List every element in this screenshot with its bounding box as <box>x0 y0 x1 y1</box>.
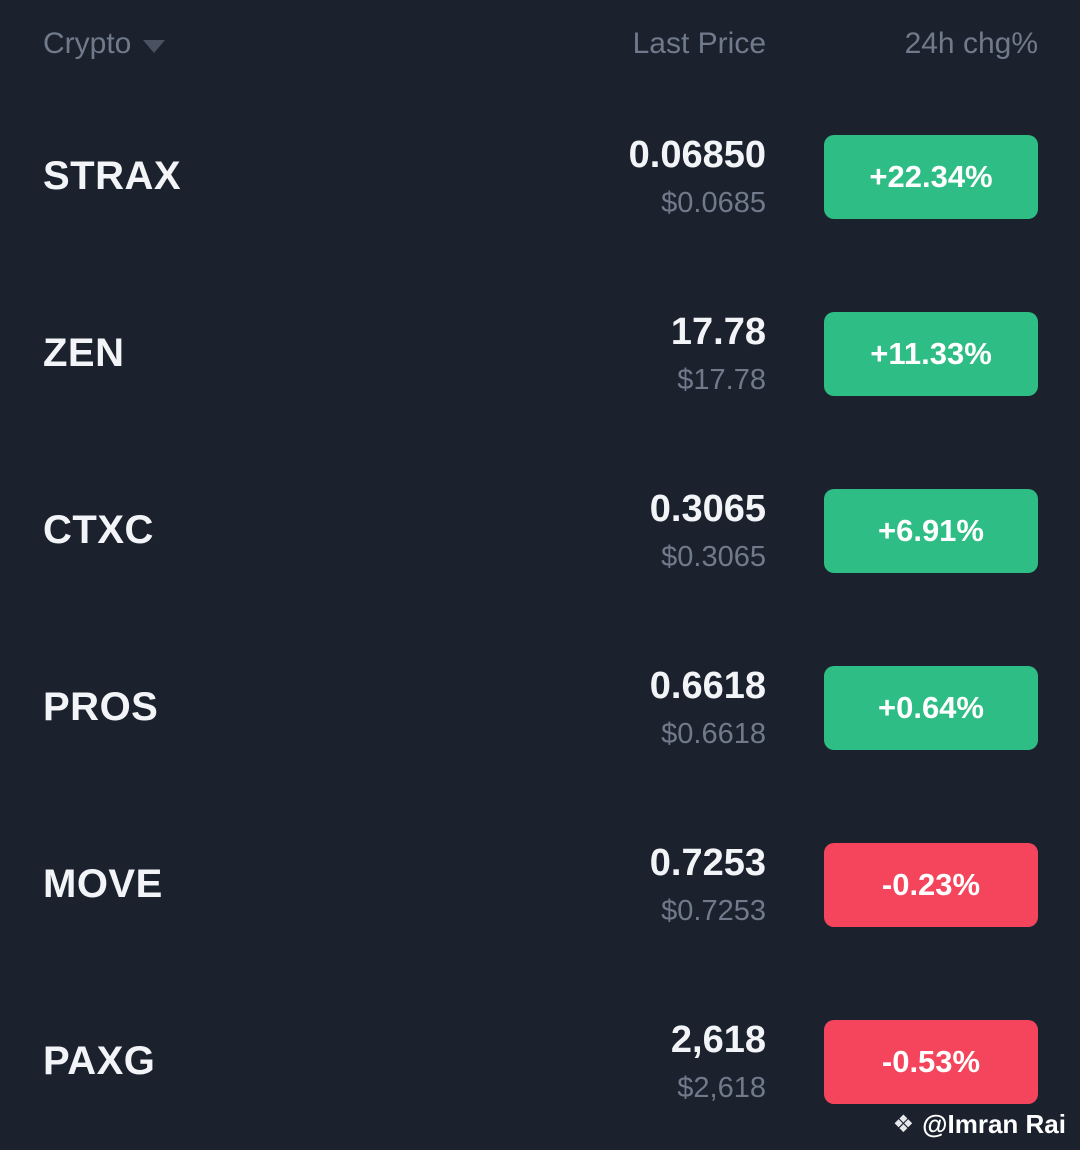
last-price: 2,618 <box>670 1018 766 1061</box>
usd-price: $17.78 <box>677 364 766 397</box>
usd-price: $0.6618 <box>661 718 766 751</box>
usd-price: $0.3065 <box>661 541 766 574</box>
coin-row-pros[interactable]: PROS 0.6618 $0.6618 +0.64% <box>0 619 1080 796</box>
list-header: Crypto Last Price 24h chg% <box>0 0 1080 88</box>
coin-row-zen[interactable]: ZEN 17.78 $17.78 +11.33% <box>0 265 1080 442</box>
last-price: 0.3065 <box>649 487 766 530</box>
coin-row-strax[interactable]: STRAX 0.06850 $0.0685 +22.34% <box>0 88 1080 265</box>
last-price: 0.7253 <box>649 841 766 884</box>
last-price: 17.78 <box>670 310 766 353</box>
coin-symbol: MOVE <box>43 862 163 906</box>
chevron-down-icon <box>143 39 166 53</box>
price-column: 17.78 $17.78 <box>125 309 766 399</box>
coin-row-ctxc[interactable]: CTXC 0.3065 $0.3065 +6.91% <box>0 442 1080 619</box>
usd-price: $0.0685 <box>661 187 766 220</box>
binance-diamond-icon: ❖ <box>892 1111 915 1138</box>
coin-symbol: PROS <box>43 685 159 729</box>
price-column: 2,618 $2,618 <box>155 1017 766 1107</box>
change-column-header[interactable]: 24h chg% <box>904 27 1038 60</box>
crypto-column-label: Crypto <box>43 27 132 60</box>
coin-symbol: PAXG <box>43 1039 156 1083</box>
change-badge[interactable]: +6.91% <box>824 488 1038 573</box>
usd-price: $0.7253 <box>661 895 766 928</box>
change-badge[interactable]: +11.33% <box>824 311 1038 396</box>
watermark-text: @Imran Rai <box>922 1109 1066 1139</box>
coin-row-move[interactable]: MOVE 0.7253 $0.7253 -0.23% <box>0 796 1080 973</box>
coin-row-paxg[interactable]: PAXG 2,618 $2,618 -0.53% <box>0 973 1080 1150</box>
price-column: 0.3065 $0.3065 <box>154 486 766 576</box>
crypto-sort-dropdown[interactable]: Crypto <box>43 27 405 61</box>
price-column: 0.6618 $0.6618 <box>158 663 766 753</box>
price-column: 0.06850 $0.0685 <box>181 132 766 222</box>
change-badge[interactable]: -0.23% <box>824 842 1038 927</box>
usd-price: $2,618 <box>677 1072 766 1105</box>
coin-symbol: CTXC <box>43 508 154 552</box>
watermark: ❖ @Imran Rai <box>893 1109 1066 1140</box>
last-price: 0.06850 <box>628 133 766 176</box>
coin-symbol: ZEN <box>43 331 125 375</box>
last-price: 0.6618 <box>649 664 766 707</box>
price-column: 0.7253 $0.7253 <box>163 840 766 930</box>
last-price-column-header[interactable]: Last Price <box>632 27 766 60</box>
coin-symbol: STRAX <box>43 154 182 198</box>
change-badge[interactable]: +0.64% <box>824 665 1038 750</box>
change-badge[interactable]: +22.34% <box>824 134 1038 219</box>
change-badge[interactable]: -0.53% <box>824 1019 1038 1104</box>
